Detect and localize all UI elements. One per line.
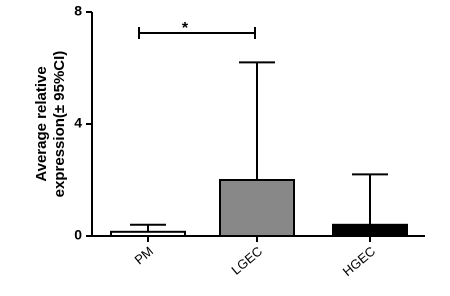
y-tick-label: 4 [74, 115, 82, 131]
x-tick-label: PM [132, 243, 157, 267]
x-tick-label: HGEC [340, 243, 378, 279]
annotation: * [182, 20, 189, 37]
bar [332, 223, 408, 238]
y-axis-label: Average relative [33, 66, 50, 181]
significance-bracket [138, 27, 256, 39]
y-tick-label: 8 [74, 3, 82, 19]
y-tick-label: 0 [74, 227, 82, 243]
bar [219, 179, 295, 237]
x-tick-label: LGEC [228, 243, 265, 277]
bar [110, 230, 186, 238]
y-axis-label: expression(± 95%CI) [51, 51, 68, 198]
